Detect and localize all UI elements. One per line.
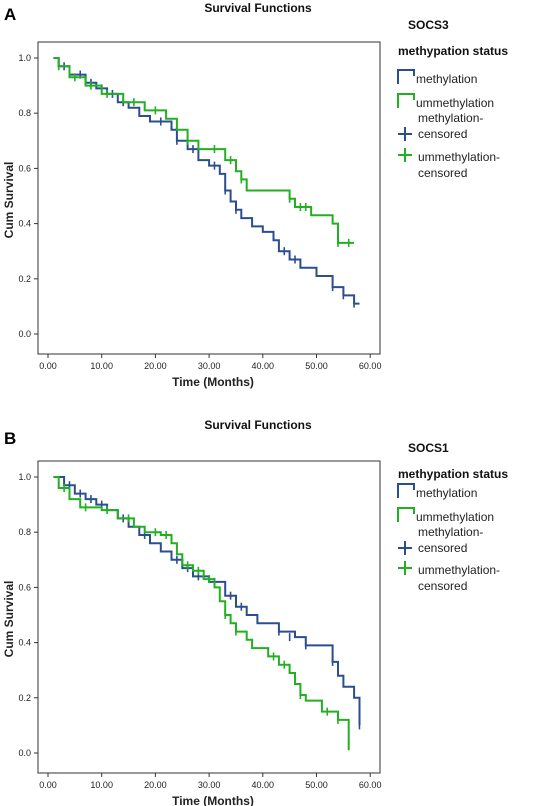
legend-label-methylation: methylation (416, 486, 477, 500)
y-tick-label: 0.2 (18, 274, 31, 284)
y-tick-label: 0.6 (18, 163, 31, 173)
x-tick-label: 50.00 (305, 361, 328, 371)
x-tick-label: 10.00 (90, 361, 113, 371)
x-tick-label: 0.00 (39, 780, 57, 790)
series-line-ummethylation (53, 476, 350, 751)
y-tick-label: 1.0 (18, 53, 31, 63)
legend-label-methylation-censored: methylation-censored (418, 525, 483, 555)
chart-title: Survival Functions (204, 1, 312, 15)
y-axis-title: Cum Survival (2, 162, 16, 239)
legend-symbol-methylation (397, 69, 415, 84)
x-axis-title: Time (Months) (172, 794, 254, 806)
y-tick-label: 0.8 (18, 527, 31, 537)
x-tick-label: 60.00 (359, 361, 382, 371)
legend-title: SOCS1 (408, 441, 449, 455)
legend-title: SOCS3 (408, 18, 449, 32)
y-axis-title: Cum Survival (2, 581, 16, 658)
series-line-methylation (53, 57, 360, 305)
y-tick-label: 0.6 (18, 582, 31, 592)
legend-label-ummethylation-censored: ummethylation-censored (418, 150, 500, 180)
legend-label-ummethylation: ummethylation (416, 96, 494, 110)
x-tick-label: 40.00 (252, 361, 275, 371)
legend-title: methypation status (398, 467, 508, 481)
legend: SOCS3 methypation status methylation ummeth… (397, 18, 508, 180)
legend: SOCS1 methypation status methylation ummeth… (397, 441, 508, 593)
y-tick-label: 0.4 (18, 638, 31, 648)
y-tick-label: 0.0 (18, 748, 31, 758)
y-tick-label: 0.0 (18, 329, 31, 339)
panel-b-chart: B Survival Functions 0.0 0.2 0.4 0.6 0.8 1.0 0.0… (2, 418, 508, 806)
legend-label-methylation-censored: methylation-censored (418, 111, 483, 141)
x-tick-label: 30.00 (198, 361, 221, 371)
x-tick-label: 20.00 (144, 361, 167, 371)
x-tick-label: 0.00 (39, 361, 57, 371)
legend-symbol-ummethylation (397, 93, 415, 108)
series-group (53, 57, 360, 308)
y-tick-label: 1.0 (18, 472, 31, 482)
series-line-ummethylation (53, 57, 355, 244)
x-tick-label: 10.00 (90, 780, 113, 790)
legend-label-methylation: methylation (416, 72, 477, 86)
legend-symbol-ummethylation (397, 507, 415, 522)
panel-letter: A (4, 5, 16, 24)
y-tick-label: 0.8 (18, 108, 31, 118)
legend-title: methypation status (398, 44, 508, 58)
x-tick-label: 60.00 (359, 780, 382, 790)
y-tick-label: 0.4 (18, 219, 31, 229)
panel-letter: B (4, 429, 16, 448)
plot-frame (37, 41, 381, 355)
series-line-methylation (53, 476, 361, 726)
chart-title: Survival Functions (204, 418, 312, 432)
x-tick-label: 50.00 (305, 780, 328, 790)
x-axis-title: Time (Months) (172, 375, 254, 389)
legend-symbol-methylation (397, 483, 415, 498)
panel-a-chart: A Survival Functions 0.0 0.2 0.4 0.6 0.8 1.0 0.0… (2, 1, 508, 389)
x-tick-label: 30.00 (198, 780, 221, 790)
series-group (53, 476, 361, 751)
y-tick-label: 0.2 (18, 693, 31, 703)
legend-label-ummethylation: ummethylation (416, 510, 494, 524)
legend-label-ummethylation-censored: ummethylation-censored (418, 563, 500, 593)
x-tick-label: 20.00 (144, 780, 167, 790)
x-tick-label: 40.00 (252, 780, 275, 790)
